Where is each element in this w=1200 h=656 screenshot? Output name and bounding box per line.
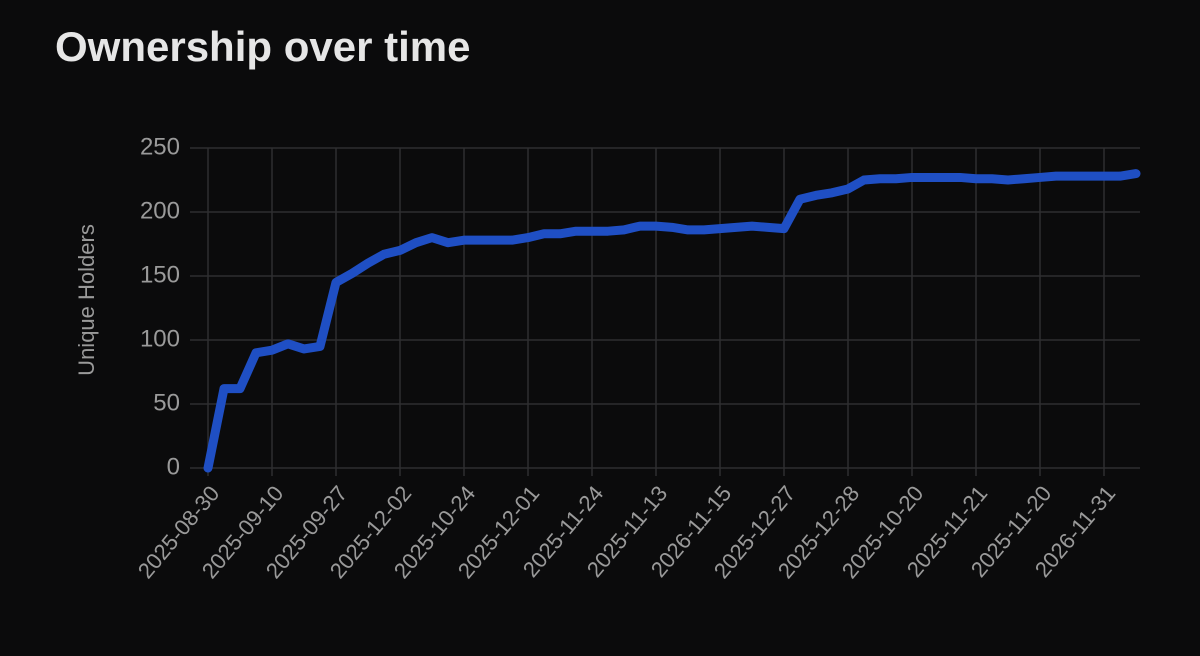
y-tick-label: 250 [140,133,180,160]
data-line [203,169,1141,473]
y-tick-label: 0 [167,453,180,480]
y-axis-label: Unique Holders [74,224,99,376]
y-tick-label: 150 [140,261,180,288]
y-tick-label: 50 [153,389,180,416]
y-tick-label: 200 [140,197,180,224]
y-tick-label: 100 [140,325,180,352]
chart-title: Ownership over time [55,23,470,70]
